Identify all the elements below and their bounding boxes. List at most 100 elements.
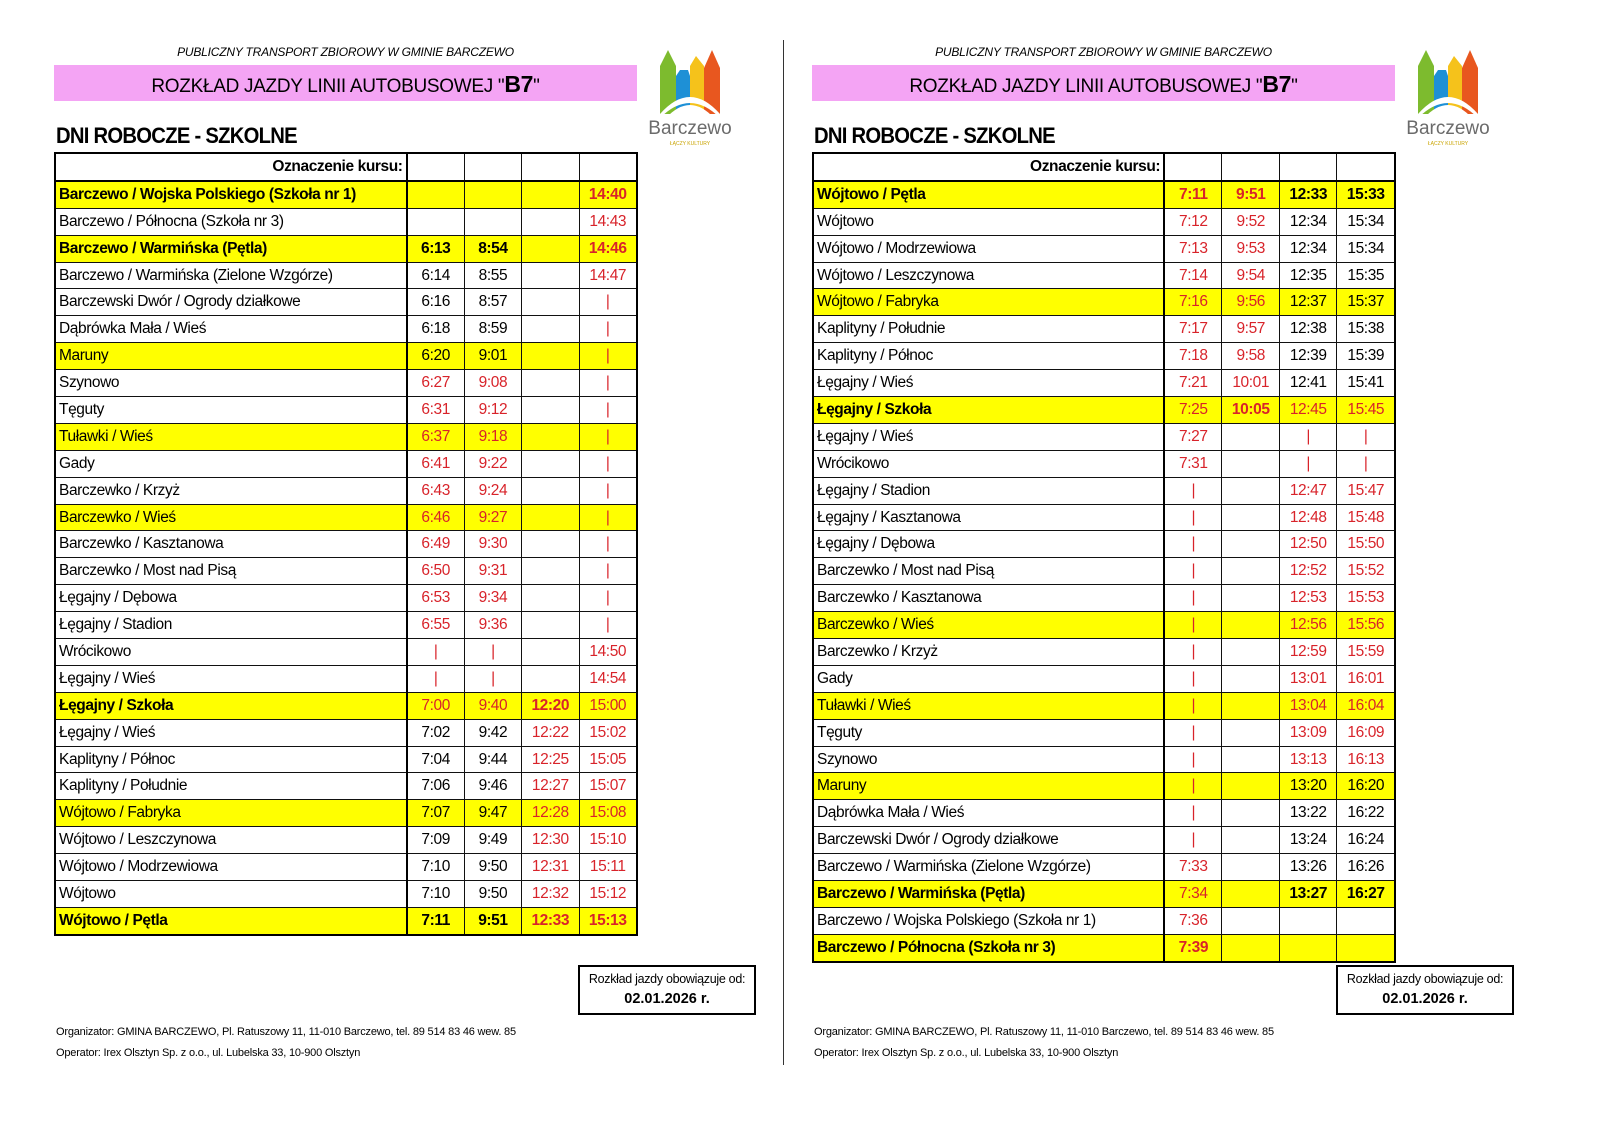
stop-name: Gady	[54, 449, 408, 478]
stop-name: Łęgajny / Dębowa	[54, 584, 408, 613]
stop-name: Wójtowo / Pętla	[54, 906, 408, 936]
departure-time: 9:51	[1221, 179, 1280, 209]
document-title: ROZKŁAD JAZDY LINII AUTOBUSOWEJ "B7"	[54, 65, 637, 101]
stop-row: Barczewo / Warmińska (Pętla) 7:34 13:27 16:…	[812, 880, 1396, 908]
stop-name: Łęgajny / Kasztanowa	[812, 503, 1166, 532]
departure-time: 12:30	[521, 826, 580, 855]
departure-time	[521, 396, 580, 424]
departure-time: 15:39	[1336, 342, 1396, 371]
stop-row: Barczewko / Wieś | 12:56 15:56	[812, 611, 1396, 640]
departure-time: 9:58	[1221, 342, 1280, 371]
departure-time: 13:27	[1278, 880, 1338, 908]
validity-box: Rozkład jazdy obowiązuje od: 02.01.2026 …	[1336, 965, 1514, 1015]
departure-time: 9:56	[1221, 288, 1280, 317]
departure-time	[521, 369, 580, 398]
departure-time: 16:22	[1336, 799, 1396, 828]
stop-name: Tęguty	[54, 396, 408, 424]
svg-text:Barczewo: Barczewo	[1406, 118, 1489, 139]
departure-time: 9:42	[463, 718, 523, 747]
departure-time: 7:21	[1163, 369, 1223, 398]
stop-name: Barczewko / Most nad Pisą	[54, 557, 408, 586]
stop-row: Wrócikowo 7:31 | |	[812, 449, 1396, 478]
departure-time: 6:55	[406, 611, 465, 640]
departure-time	[1221, 449, 1280, 478]
skip-marker: |	[406, 638, 465, 666]
stop-name: Łęgajny / Wieś	[812, 422, 1166, 451]
departure-time: 14:46	[578, 234, 638, 263]
skip-marker: |	[578, 476, 638, 505]
stop-row: Łęgajny / Wieś 7:02 9:42 12:22 15:02	[54, 718, 638, 747]
departure-time	[1221, 718, 1280, 747]
departure-time: 16:13	[1336, 745, 1396, 774]
departure-time: 15:05	[578, 745, 638, 774]
stop-name: Tuławki / Wieś	[812, 691, 1166, 720]
departure-time: 6:18	[406, 315, 465, 344]
departure-time: 12:25	[521, 745, 580, 774]
departure-time: 6:14	[406, 261, 465, 290]
departure-time: 6:31	[406, 396, 465, 424]
stop-name: Barczewko / Kasztanowa	[812, 584, 1166, 613]
stop-name: Kaplityny / Południe	[54, 772, 408, 801]
departure-time: 6:16	[406, 288, 465, 317]
departure-time: 9:47	[463, 799, 523, 828]
stop-name: Gady	[812, 664, 1166, 693]
departure-time: 15:45	[1336, 396, 1396, 424]
departure-time: 9:40	[463, 691, 523, 720]
departure-time: 12:34	[1278, 207, 1338, 236]
skip-marker: |	[578, 422, 638, 451]
departure-time: 12:27	[521, 772, 580, 801]
departure-time: 9:53	[1221, 234, 1280, 263]
skip-marker: |	[578, 449, 638, 478]
stop-row: Łęgajny / Wieś 7:21 10:01 12:41 15:41	[812, 369, 1396, 398]
departure-time: 15:41	[1336, 369, 1396, 398]
organizer-info: Organizator: GMINA BARCZEWO, Pl. Ratuszo…	[814, 1026, 1274, 1038]
departure-time: 12:39	[1278, 342, 1338, 371]
departure-time: 15:13	[578, 906, 638, 936]
departure-time: 6:13	[406, 234, 465, 263]
departure-time: 9:52	[1221, 207, 1280, 236]
departure-time: 7:36	[1163, 906, 1223, 935]
departure-time	[521, 449, 580, 478]
departure-time: 12:28	[521, 799, 580, 828]
barczewo-logo-icon: Barczewo ŁĄCZY KULTURY	[648, 50, 732, 147]
stop-name: Barczewo / Północna (Szkoła nr 3)	[812, 933, 1166, 963]
timetable-page-return: PUBLICZNY TRANSPORT ZBIOROWY W GMINIE BA…	[758, 0, 1538, 1130]
departure-time: 15:48	[1336, 503, 1396, 532]
stop-name: Barczewo / Wojska Polskiego (Szkoła nr 1…	[54, 179, 408, 209]
departure-time: 9:31	[463, 557, 523, 586]
validity-box: Rozkład jazdy obowiązuje od: 02.01.2026 …	[578, 965, 756, 1015]
departure-time: 7:11	[1163, 179, 1223, 209]
stop-name: Kaplityny / Północ	[812, 342, 1166, 371]
departure-time: 9:57	[1221, 315, 1280, 344]
skip-marker: |	[1163, 584, 1223, 613]
stop-name: Barczewko / Most nad Pisą	[812, 557, 1166, 586]
departure-time: 6:41	[406, 449, 465, 478]
stop-name: Łęgajny / Dębowa	[812, 530, 1166, 559]
skip-marker: |	[1336, 449, 1396, 478]
departure-time: 12:20	[521, 691, 580, 720]
skip-marker: |	[578, 611, 638, 640]
stop-row: Szynowo 6:27 9:08 |	[54, 369, 638, 398]
departure-time	[521, 422, 580, 451]
stop-row: Gady | 13:01 16:01	[812, 664, 1396, 693]
departure-time: 6:20	[406, 342, 465, 371]
stop-name: Barczewo / Warmińska (Zielone Wzgórze)	[812, 853, 1166, 882]
course-marker	[1278, 152, 1338, 182]
departure-time: 8:54	[463, 234, 523, 263]
departure-time: 12:47	[1278, 476, 1338, 505]
departure-time: 6:49	[406, 530, 465, 559]
stop-name: Barczewo / Wojska Polskiego (Szkoła nr 1…	[812, 906, 1166, 935]
departure-time: 12:50	[1278, 530, 1338, 559]
departure-time: 7:31	[1163, 449, 1223, 478]
stop-name: Łęgajny / Szkoła	[812, 396, 1166, 424]
stop-name: Wójtowo / Pętla	[812, 179, 1166, 209]
svg-text:ŁĄCZY KULTURY: ŁĄCZY KULTURY	[1428, 141, 1469, 147]
departure-time: 16:27	[1336, 880, 1396, 908]
departure-time	[406, 207, 465, 236]
document-subtitle: PUBLICZNY TRANSPORT ZBIOROWY W GMINIE BA…	[177, 45, 514, 59]
departure-time: 15:02	[578, 718, 638, 747]
departure-time: 12:35	[1278, 261, 1338, 290]
stop-name: Barczewo / Warmińska (Zielone Wzgórze)	[54, 261, 408, 290]
departure-time: 7:06	[406, 772, 465, 801]
stop-row: Dąbrówka Mała / Wieś | 13:22 16:22	[812, 799, 1396, 828]
